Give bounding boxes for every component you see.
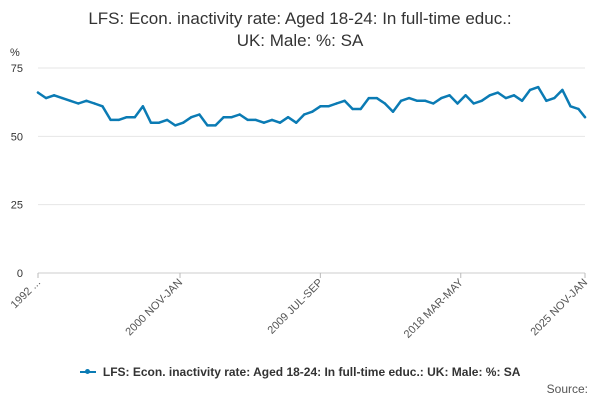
data-point — [93, 102, 96, 105]
legend[interactable]: LFS: Econ. inactivity rate: Aged 18-24: … — [0, 365, 600, 379]
x-axis: 1992 ... 2000 NOV-JAN 2009 JUL-SEP 2018 MAR… — [9, 273, 590, 341]
data-point — [416, 99, 419, 103]
data-point — [464, 94, 467, 97]
data-point — [295, 121, 298, 124]
data-point — [238, 113, 241, 116]
data-point — [359, 107, 362, 111]
data-point — [69, 99, 72, 103]
data-point — [254, 118, 257, 122]
data-point — [343, 99, 346, 103]
data-point — [577, 107, 580, 111]
y-tick-label: 50 — [11, 131, 23, 143]
data-point — [440, 96, 443, 100]
data-point — [496, 91, 500, 94]
data-point — [351, 107, 354, 111]
data-point — [198, 113, 201, 116]
data-point — [109, 118, 112, 122]
legend-swatch — [79, 368, 96, 374]
data-point — [149, 121, 153, 124]
data-point — [117, 118, 120, 122]
y-tick-label: 0 — [17, 268, 23, 280]
chart-title: LFS: Econ. inactivity rate: Aged 18-24: … — [0, 8, 600, 52]
data-point — [432, 102, 435, 105]
data-point — [448, 94, 451, 97]
data-point — [286, 116, 290, 119]
data-point — [537, 85, 540, 89]
gridlines — [38, 67, 585, 274]
data-point — [456, 102, 459, 105]
data-point — [480, 99, 483, 103]
x-tick-label: 2018 MAR-MAY — [402, 276, 467, 341]
data-point — [133, 116, 136, 119]
data-point — [303, 113, 306, 116]
data-point — [222, 116, 225, 119]
data-point — [512, 94, 516, 97]
data-point — [125, 116, 128, 119]
data-point — [278, 121, 282, 124]
data-point — [583, 116, 587, 119]
data-point — [182, 121, 185, 124]
data-point — [319, 105, 322, 108]
data-point — [472, 102, 475, 105]
data-point — [85, 99, 88, 103]
data-point — [61, 96, 64, 100]
data-point — [553, 96, 556, 100]
y-axis: % 0 25 50 75 — [10, 47, 23, 280]
data-point — [77, 102, 80, 105]
data-point — [520, 99, 524, 103]
data-point — [399, 99, 403, 103]
data-point — [561, 88, 564, 92]
series-group — [36, 85, 587, 127]
data-point — [157, 121, 161, 124]
chart-title-line-2: UK: Male: %: SA — [236, 31, 364, 50]
data-point — [504, 96, 508, 100]
data-point — [528, 88, 532, 92]
data-point — [383, 102, 387, 105]
legend-label: LFS: Econ. inactivity rate: Aged 18-24: … — [102, 365, 521, 379]
chart-title-line-1: LFS: Econ. inactivity rate: Aged 18-24: … — [88, 9, 512, 28]
x-tick-label: 1992 ... — [9, 277, 43, 311]
x-tick-label: 2009 JUL-SEP — [266, 277, 326, 337]
data-point — [52, 94, 56, 97]
data-point — [327, 105, 330, 108]
data-point — [424, 99, 427, 103]
data-point — [270, 118, 274, 122]
y-tick-label: 75 — [11, 63, 23, 75]
data-point — [214, 124, 217, 127]
x-tick-label: 2025 NOV-JAN — [528, 277, 590, 339]
source-label: Source: — [546, 382, 588, 396]
data-point — [36, 91, 40, 94]
y-axis-unit-label: % — [10, 47, 20, 59]
data-point — [391, 110, 395, 113]
data-point — [230, 116, 233, 119]
data-point — [190, 116, 193, 119]
data-point — [375, 96, 378, 100]
data-point — [44, 96, 48, 100]
data-point — [262, 121, 266, 124]
data-point — [101, 105, 104, 108]
data-point — [246, 118, 249, 122]
series-line — [36, 85, 587, 127]
y-tick-label: 25 — [11, 200, 23, 212]
data-point — [407, 96, 411, 100]
data-point — [174, 124, 177, 127]
data-point — [569, 105, 572, 108]
data-point — [165, 118, 169, 122]
data-point — [206, 124, 209, 127]
x-tick-label: 2000 NOV-JAN — [123, 277, 185, 339]
data-point — [367, 96, 370, 100]
data-point — [311, 110, 314, 113]
data-point — [335, 102, 338, 105]
data-point — [141, 105, 145, 108]
data-point — [545, 99, 548, 103]
data-point — [488, 94, 491, 97]
